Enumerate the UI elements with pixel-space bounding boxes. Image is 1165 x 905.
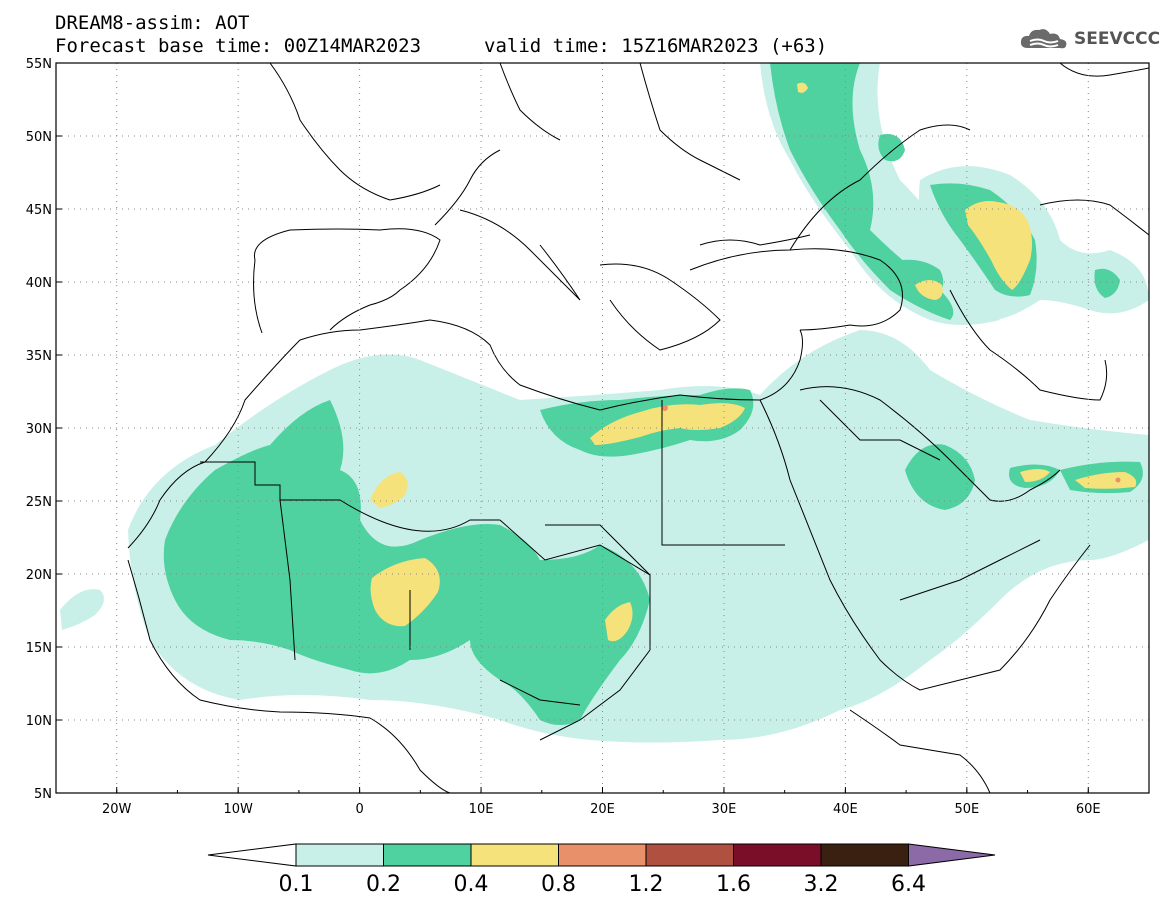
lat-label: 35N: [26, 349, 52, 364]
lon-label: 20E: [590, 802, 615, 817]
colorbar-label: 0.8: [541, 872, 576, 897]
aot-contour-0-4: [370, 82, 1137, 642]
colorbar-label: 0.4: [454, 872, 489, 897]
lat-label: 45N: [26, 203, 52, 218]
lat-label: 50N: [26, 130, 52, 145]
colorbar-label: 0.2: [366, 872, 401, 897]
colorbar-over-arrow: [908, 843, 996, 867]
lon-label: 50E: [954, 802, 979, 817]
lon-label: 60E: [1076, 802, 1101, 817]
lat-label: 30N: [26, 422, 52, 437]
lon-label: 0: [355, 802, 363, 817]
aot-field: [60, 63, 1149, 743]
colorbar-segment: [295, 843, 384, 867]
forecast-base-time: Forecast base time: 00Z14MAR2023: [55, 35, 422, 57]
lon-label: 10W: [223, 802, 253, 817]
lat-label: 5N: [34, 787, 52, 802]
lat-label: 25N: [26, 495, 52, 510]
coastlines-and-borders: [127, 63, 1149, 793]
lon-label: 40E: [833, 802, 858, 817]
valid-time: valid time: 15Z16MAR2023 (+63): [484, 35, 828, 57]
graticule: [56, 63, 1149, 793]
colorbar-under-arrow: [207, 843, 297, 867]
logo-text: SEEVCCC: [1074, 29, 1161, 49]
colorbar-segment: [470, 843, 559, 867]
lat-label: 10N: [26, 714, 52, 729]
colorbar-segment: [383, 843, 472, 867]
colorbar-label: 0.1: [279, 872, 314, 897]
colorbar-segment: [733, 843, 822, 867]
lon-label: 30E: [712, 802, 737, 817]
lon-label: 10E: [469, 802, 494, 817]
colorbar-label: 1.6: [716, 872, 751, 897]
latitude-axis: 55N 50N 45N 40N 35N 30N 25N 20N 15N 10N 5N: [26, 57, 62, 802]
colorbar-segment: [820, 843, 909, 867]
lat-label: 40N: [26, 276, 52, 291]
colorbar-segment: [645, 843, 734, 867]
seevccc-logo: SEEVCCC: [1018, 26, 1160, 52]
lon-label: 20W: [102, 802, 132, 817]
longitude-axis: 20W 10W 0 10E 20E 30E 40E 50E 60E: [55, 787, 1150, 817]
colorbar-label: 1.2: [629, 872, 664, 897]
colorbar-label: 6.4: [891, 872, 926, 897]
map-title: DREAM8-assim: AOT: [55, 12, 250, 34]
colorbar-segment: [558, 843, 647, 867]
colorbar: 0.1 0.2 0.4 0.8 1.2 1.6 3.2 6.4: [207, 843, 996, 897]
colorbar-label: 3.2: [804, 872, 839, 897]
lat-label: 20N: [26, 568, 52, 583]
aot-contour-0-8: [662, 405, 1121, 483]
lat-label: 15N: [26, 641, 52, 656]
lat-label: 55N: [26, 57, 52, 72]
cloud-icon: [1020, 29, 1067, 49]
